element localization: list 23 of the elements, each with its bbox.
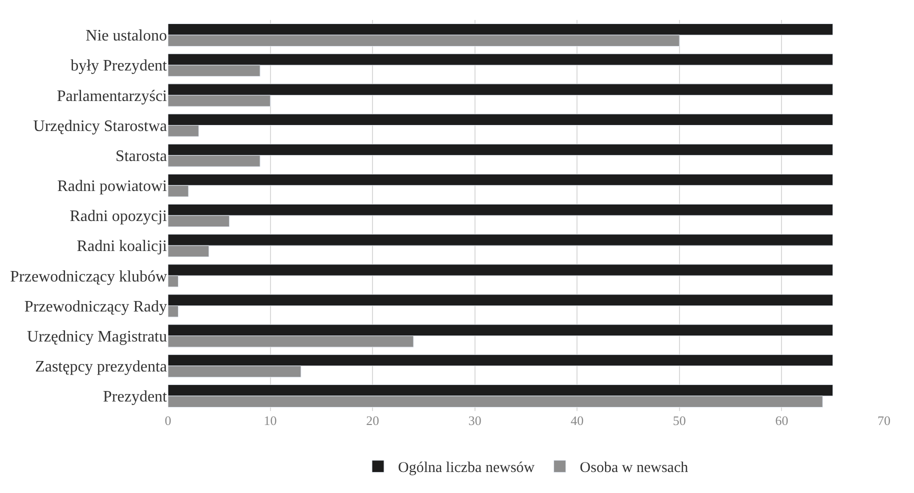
- y-tick-label: Przewodniczący Rady: [24, 298, 167, 316]
- y-tick-label: Zastępcy prezydenta: [35, 358, 167, 376]
- x-tick-label: 70: [878, 413, 890, 428]
- y-tick-label: były Prezydent: [70, 58, 168, 75]
- y-tick-label: Radni opozycji: [70, 208, 168, 226]
- y-tick-label: Prezydent: [103, 388, 168, 406]
- y-tick-label: Starosta: [115, 148, 167, 165]
- legend-label: Osoba w newsach: [580, 460, 689, 476]
- y-tick-label: Radni powiatowi: [57, 178, 168, 196]
- x-tick-label: 0: [164, 413, 172, 428]
- x-tick-label: 60: [775, 413, 788, 428]
- y-tick-label: Przewodniczący klubów: [10, 268, 168, 286]
- y-tick-label: Parlamentarzyści: [56, 88, 168, 105]
- x-tick-label: 50: [672, 413, 686, 428]
- y-tick-label: Urzędnicy Starostwa: [33, 118, 167, 135]
- x-tick-label: 20: [366, 413, 380, 428]
- x-tick-label: 10: [264, 413, 277, 428]
- y-tick-label: Nie ustalono: [86, 28, 167, 45]
- x-tick-label: 30: [468, 413, 482, 428]
- legend-label: Ogólna liczba newsów: [398, 460, 535, 476]
- y-tick-label: Radni koalicji: [76, 238, 168, 256]
- x-tick-label: 40: [570, 413, 584, 428]
- y-tick-label: Urzędnicy Magistratu: [27, 328, 167, 346]
